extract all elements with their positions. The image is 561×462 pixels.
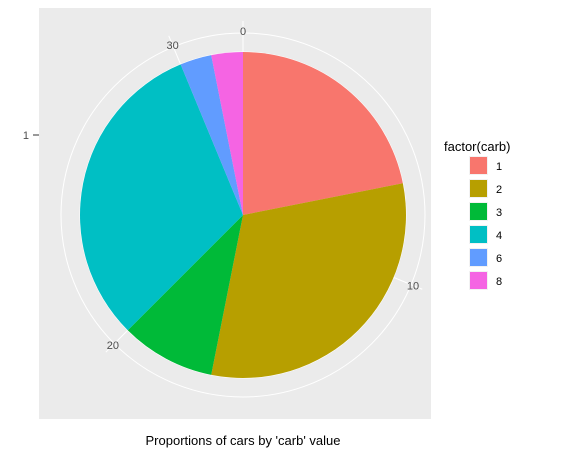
grid-spoke — [168, 35, 182, 65]
theta-tick-label: 10 — [407, 280, 419, 292]
pie-slices — [80, 52, 406, 378]
y-tick-label: 1 — [23, 130, 29, 142]
legend-label-carb-4: 4 — [496, 230, 502, 242]
legend-label-carb-6: 6 — [496, 253, 502, 265]
theta-tick-label: 20 — [107, 340, 119, 352]
pie-slice-carb-4 — [80, 64, 243, 331]
pie-slice-carb-6 — [180, 55, 243, 215]
y-axis: 1 — [23, 130, 39, 142]
legend-title: factor(carb) — [444, 139, 510, 154]
legend-swatch-carb-8 — [470, 272, 487, 289]
pie-slice-carb-1 — [243, 52, 403, 215]
theta-tick-label: 0 — [240, 26, 246, 38]
legend-swatch-carb-4 — [470, 226, 487, 243]
legend-label-carb-8: 8 — [496, 276, 502, 288]
legend-label-carb-3: 3 — [496, 207, 502, 219]
pie-slice-carb-2 — [211, 183, 406, 378]
pie-slice-carb-8 — [211, 52, 243, 215]
pie-slice-carb-3 — [127, 215, 243, 375]
grid-spoke — [105, 329, 129, 353]
legend-swatch-carb-1 — [470, 157, 487, 174]
legend-swatch-carb-2 — [470, 180, 487, 197]
grid-spoke — [393, 276, 423, 290]
legend-swatch-carb-3 — [470, 203, 487, 220]
legend-label-carb-1: 1 — [496, 161, 502, 173]
legend: factor(carb) 1 2 3 4 6 8 — [444, 139, 510, 290]
theta-axis-ticks: 0 10 20 30 — [107, 26, 419, 352]
theta-tick-label: 30 — [166, 40, 178, 52]
legend-swatch-carb-6 — [470, 249, 487, 266]
legend-label-carb-2: 2 — [496, 184, 502, 196]
x-axis-title: Proportions of cars by 'carb' value — [146, 433, 341, 448]
